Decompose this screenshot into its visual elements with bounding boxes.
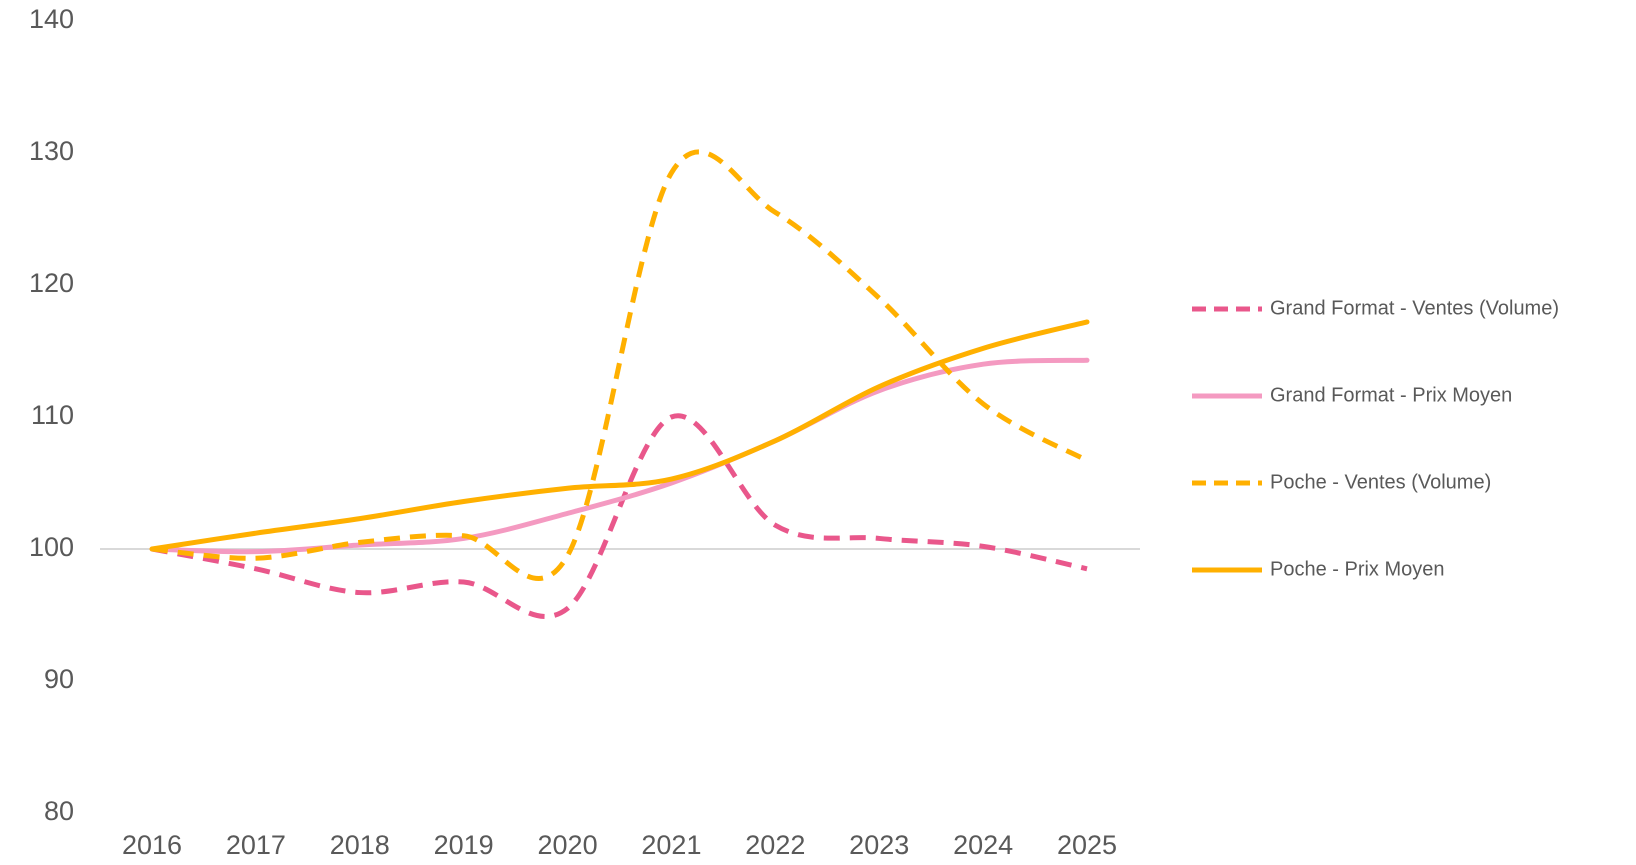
x-tick-label: 2022 xyxy=(745,830,805,860)
legend-label: Grand Format - Ventes (Volume) xyxy=(1270,297,1559,319)
y-tick-label: 140 xyxy=(29,4,74,34)
x-tick-label: 2016 xyxy=(122,830,182,860)
y-tick-label: 130 xyxy=(29,136,74,166)
y-tick-label: 100 xyxy=(29,532,74,562)
y-tick-label: 90 xyxy=(44,664,74,694)
series-line xyxy=(151,413,1088,619)
x-tick-label: 2017 xyxy=(226,830,286,860)
x-tick-label: 2021 xyxy=(641,830,701,860)
legend-label: Poche - Prix Moyen xyxy=(1270,558,1445,580)
x-tick-label: 2025 xyxy=(1057,830,1117,860)
y-tick-label: 80 xyxy=(44,796,74,826)
y-tick-label: 110 xyxy=(31,400,74,430)
x-tick-label: 2018 xyxy=(330,830,390,860)
x-tick-label: 2019 xyxy=(434,830,494,860)
series-line xyxy=(149,357,1090,555)
y-tick-label: 120 xyxy=(29,268,74,298)
x-tick-label: 2020 xyxy=(538,830,598,860)
legend-label: Poche - Ventes (Volume) xyxy=(1270,471,1491,493)
x-tick-label: 2024 xyxy=(953,830,1013,860)
x-tick-label: 2023 xyxy=(849,830,909,860)
series-line xyxy=(151,149,1089,581)
legend-label: Grand Format - Prix Moyen xyxy=(1270,384,1512,406)
series-line xyxy=(149,319,1090,552)
